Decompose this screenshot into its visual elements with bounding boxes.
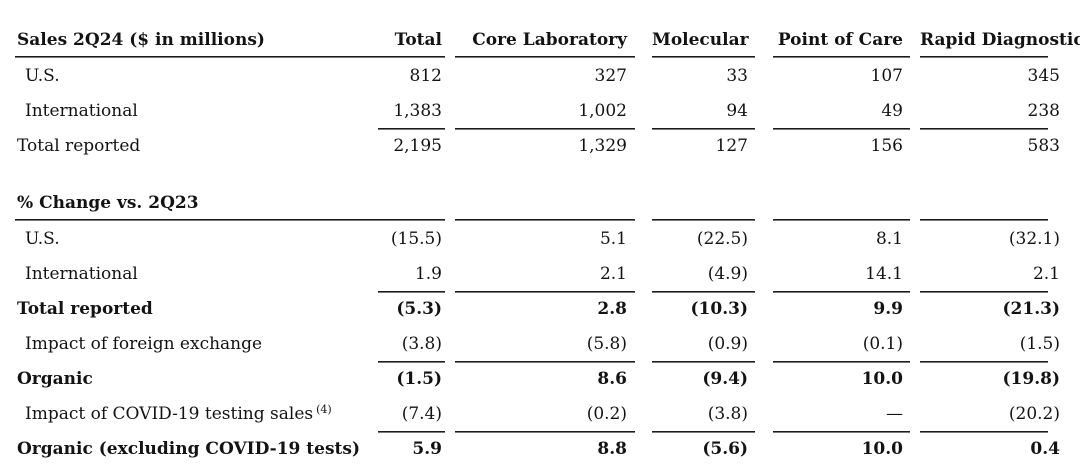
table-header-row: Sales 2Q24 ($ in millions) Total Core La… [15, 0, 1080, 58]
value-cell: 345 [1027, 65, 1060, 86]
row-label: Organic [17, 368, 93, 389]
value-cell: (5.6) [652, 431, 755, 466]
value-cell: (4.9) [707, 263, 748, 284]
row-label: Impact of foreign exchange [25, 333, 263, 354]
row-label: U.S. [25, 65, 60, 86]
value-cell: 10.0 [773, 431, 910, 466]
value-cell: 1,002 [578, 100, 627, 121]
value-cell: 1,329 [455, 128, 635, 163]
column-header-sales-title: Sales 2Q24 ($ in millions) [15, 0, 378, 58]
row-international-pct: International 1.9 2.1 (4.9) 14.1 2.1 [15, 256, 1062, 291]
row-total-reported-sales: Total reported 2,195 1,329 127 156 583 [15, 128, 1062, 163]
value-cell: 10.0 [773, 361, 910, 396]
value-cell: 2.1 [1032, 263, 1060, 284]
value-cell: (5.3) [378, 291, 445, 326]
column-header-molecular: Molecular [652, 0, 755, 58]
row-international-sales: International 1,383 1,002 94 49 238 [15, 93, 1062, 128]
row-label: Total reported [17, 298, 153, 319]
value-cell: (22.5) [696, 228, 748, 249]
value-cell: 33 [726, 65, 748, 86]
value-cell: 5.1 [599, 228, 627, 249]
column-header-core-laboratory: Core Laboratory [455, 0, 635, 58]
section-spacer [15, 163, 1062, 185]
column-gap [910, 0, 920, 58]
row-organic-excluding-covid: Organic (excluding COVID-19 tests) 5.9 8… [15, 431, 1062, 466]
value-cell: 14.1 [865, 263, 903, 284]
row-organic: Organic (1.5) 8.6 (9.4) 10.0 (19.8) [15, 361, 1062, 396]
value-cell: 8.8 [455, 431, 635, 466]
value-cell: 5.9 [378, 431, 445, 466]
value-cell: (3.8) [707, 403, 748, 424]
sales-and-change-table: Sales 2Q24 ($ in millions) Total Core La… [15, 0, 1080, 466]
section-header-rule [920, 185, 1062, 221]
column-gap [635, 0, 652, 58]
value-cell: 2.8 [455, 291, 635, 326]
row-label: International [25, 263, 138, 284]
row-us-pct: U.S. (15.5) 5.1 (22.5) 8.1 (32.1) [15, 221, 1062, 256]
value-cell: 0.4 [920, 431, 1062, 466]
section-header-pct-change-row: % Change vs. 2Q23 [15, 185, 1062, 221]
value-cell: 94 [726, 100, 748, 121]
value-cell: 156 [773, 128, 910, 163]
row-label: Organic (excluding COVID-19 tests) [17, 438, 361, 459]
row-label: Impact of COVID-19 testing sales (4) [15, 396, 378, 431]
section-header-rule [773, 185, 910, 221]
section-header-rule [652, 185, 755, 221]
section-header-rule [378, 185, 445, 221]
row-impact-covid-testing-sales: Impact of COVID-19 testing sales (4) (7.4… [15, 396, 1062, 431]
value-cell: 127 [652, 128, 755, 163]
value-cell: 812 [409, 65, 442, 86]
value-cell: 583 [920, 128, 1062, 163]
column-gap [445, 0, 455, 58]
value-cell: (19.8) [920, 361, 1062, 396]
section-header-pct-change: % Change vs. 2Q23 [15, 185, 378, 221]
value-cell: (1.5) [378, 361, 445, 396]
value-cell: 2,195 [378, 128, 445, 163]
row-label-text: Impact of COVID-19 testing sales [25, 403, 314, 424]
value-cell: (10.3) [652, 291, 755, 326]
column-header-total: Total [378, 0, 445, 58]
value-cell: 1.9 [414, 263, 442, 284]
value-cell: (3.8) [401, 333, 442, 354]
row-us-sales: U.S. 812 327 33 107 345 [15, 58, 1062, 93]
row-impact-foreign-exchange: Impact of foreign exchange (3.8) (5.8) (… [15, 326, 1062, 361]
value-cell: 9.9 [773, 291, 910, 326]
value-cell: (0.9) [707, 333, 748, 354]
value-cell: (0.1) [862, 333, 903, 354]
row-label: Total reported [17, 135, 141, 156]
value-cell: (20.2) [1008, 403, 1060, 424]
value-cell: 8.6 [455, 361, 635, 396]
value-cell: 2.1 [599, 263, 627, 284]
column-header-rapid-diagnostics: Rapid Diagnostics [920, 0, 1080, 58]
value-cell: (7.4) [401, 403, 442, 424]
column-header-point-of-care: Point of Care [773, 0, 910, 58]
value-cell: 49 [881, 100, 903, 121]
value-cell: (15.5) [390, 228, 442, 249]
value-cell: 107 [870, 65, 903, 86]
value-cell: (21.3) [920, 291, 1062, 326]
value-cell: 1,383 [393, 100, 442, 121]
row-label: International [25, 100, 138, 121]
value-cell: (5.8) [586, 333, 627, 354]
value-cell: 327 [594, 65, 627, 86]
value-cell: 8.1 [875, 228, 903, 249]
value-cell: — [886, 403, 903, 424]
value-cell: (9.4) [652, 361, 755, 396]
footnote-marker: (4) [316, 402, 332, 416]
value-cell: 238 [1027, 100, 1060, 121]
section-header-rule [455, 185, 635, 221]
row-label: U.S. [25, 228, 60, 249]
column-gap [755, 0, 773, 58]
row-total-reported-pct: Total reported (5.3) 2.8 (10.3) 9.9 (21.… [15, 291, 1062, 326]
value-cell: (1.5) [1019, 333, 1060, 354]
value-cell: (32.1) [1008, 228, 1060, 249]
value-cell: (0.2) [586, 403, 627, 424]
